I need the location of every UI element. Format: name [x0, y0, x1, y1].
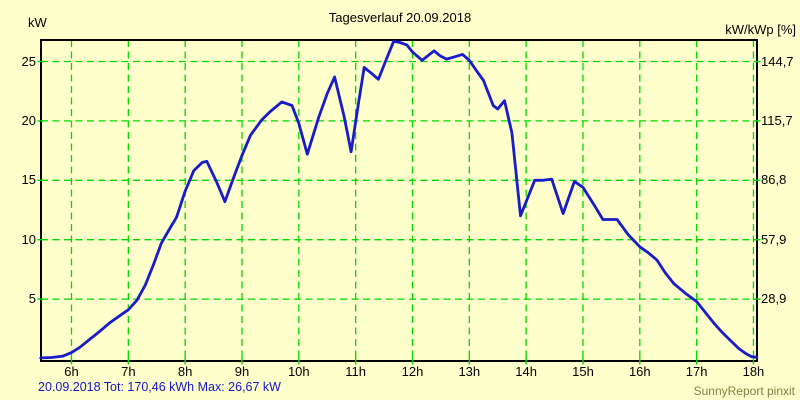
- x-axis-tick-label: 15h: [572, 364, 594, 379]
- left-axis-tick-label: 25: [21, 53, 36, 69]
- summary-text: 20.09.2018 Tot: 170,46 kWh Max: 26,67 kW: [38, 380, 281, 394]
- x-axis-tick-label: 7h: [121, 364, 136, 379]
- left-axis-tick-label: 20: [21, 112, 36, 128]
- right-axis-tick-label: 57,9: [761, 231, 787, 247]
- left-axis-tick-label: 15: [21, 172, 36, 188]
- left-axis-tick-label: 5: [28, 291, 36, 307]
- x-axis-tick-label: 9h: [234, 364, 250, 379]
- x-axis-tick-label: 8h: [177, 364, 193, 379]
- power-curve: [39, 39, 759, 360]
- x-axis-tick-label: 16h: [628, 364, 651, 379]
- left-axis-tick-label: 10: [21, 231, 36, 247]
- brand-text: SunnyReport pinxit: [693, 384, 795, 398]
- x-axis-tick-label: 18h: [742, 364, 765, 379]
- right-axis-tick-label: 115,7: [761, 112, 793, 128]
- right-axis-tick-label: 86,8: [761, 172, 787, 188]
- left-axis-unit-label: kW: [28, 15, 47, 30]
- x-axis-tick-label: 13h: [458, 364, 481, 379]
- right-axis-unit-label: kW/kWp [%]: [725, 22, 796, 37]
- x-axis-tick-label: 14h: [515, 364, 537, 379]
- x-axis-tick-label: 11h: [345, 364, 366, 379]
- chart-title: Tagesverlauf 20.09.2018: [328, 10, 472, 25]
- plot-border: [40, 39, 758, 362]
- x-axis-tick-label: 10h: [287, 364, 310, 379]
- x-axis-tick-label: 6h: [64, 364, 79, 379]
- x-axis-tick-label: 12h: [401, 364, 424, 379]
- right-axis-tick-label: 28,9: [761, 291, 787, 307]
- right-axis-tick-label: 144,7: [761, 53, 794, 69]
- x-axis-tick-label: 17h: [685, 364, 708, 379]
